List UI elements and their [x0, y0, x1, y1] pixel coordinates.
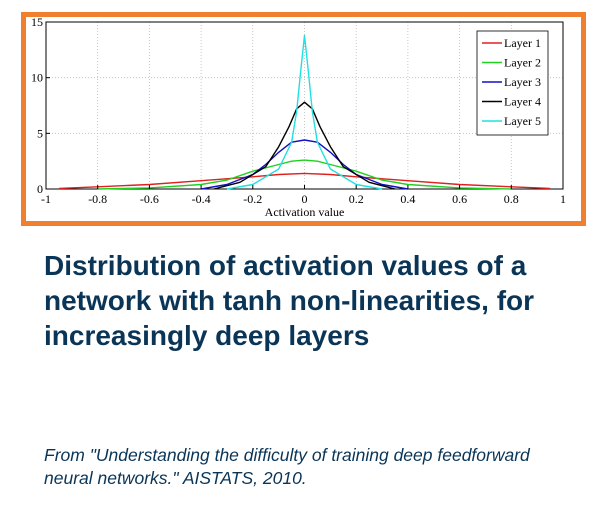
y-tick-label: 15 — [31, 17, 43, 29]
source-citation: From "Understanding the difficulty of tr… — [44, 445, 530, 488]
legend-label: Layer 3 — [504, 75, 541, 89]
y-tick-label: 5 — [37, 126, 43, 140]
x-tick-label: -0.6 — [140, 192, 159, 206]
x-tick-label: -0.8 — [88, 192, 107, 206]
x-tick-label: -0.2 — [243, 192, 262, 206]
x-tick-label: 0.8 — [504, 192, 519, 206]
x-tick-label: 1 — [560, 192, 566, 206]
y-tick-label: 10 — [31, 71, 43, 85]
x-tick-label: 0 — [302, 192, 308, 206]
legend-label: Layer 1 — [504, 36, 541, 50]
x-tick-label: 0.2 — [349, 192, 364, 206]
series-line-layer-2 — [97, 159, 512, 190]
legend-label: Layer 4 — [504, 95, 541, 109]
x-tick-label: 0.6 — [452, 192, 467, 206]
slide-caption: Distribution of activation values of a n… — [44, 250, 535, 351]
series-line-layer-5 — [226, 34, 383, 190]
legend-box — [476, 30, 549, 136]
legend-label: Layer 5 — [504, 114, 541, 128]
x-tick-label: -0.4 — [192, 192, 211, 206]
legend-label: Layer 2 — [504, 56, 541, 70]
y-tick-label: 0 — [37, 182, 43, 196]
chart-legend: Layer 1 Layer 2 Layer 3 Layer 4 Layer 5 — [476, 30, 549, 136]
series-line-layer-4 — [213, 101, 396, 190]
chart-frame: -1 -0.8 -0.6 -0.4 -0.2 0 0.2 0.4 0.6 0.8 1 0 5 10 15 A… — [21, 12, 586, 226]
series-line-layer-1 — [58, 172, 551, 190]
chart-series — [58, 34, 551, 190]
x-tick-label: -1 — [41, 192, 51, 206]
x-tick-label: 0.4 — [400, 192, 415, 206]
x-axis-label: Activation value — [265, 205, 345, 219]
